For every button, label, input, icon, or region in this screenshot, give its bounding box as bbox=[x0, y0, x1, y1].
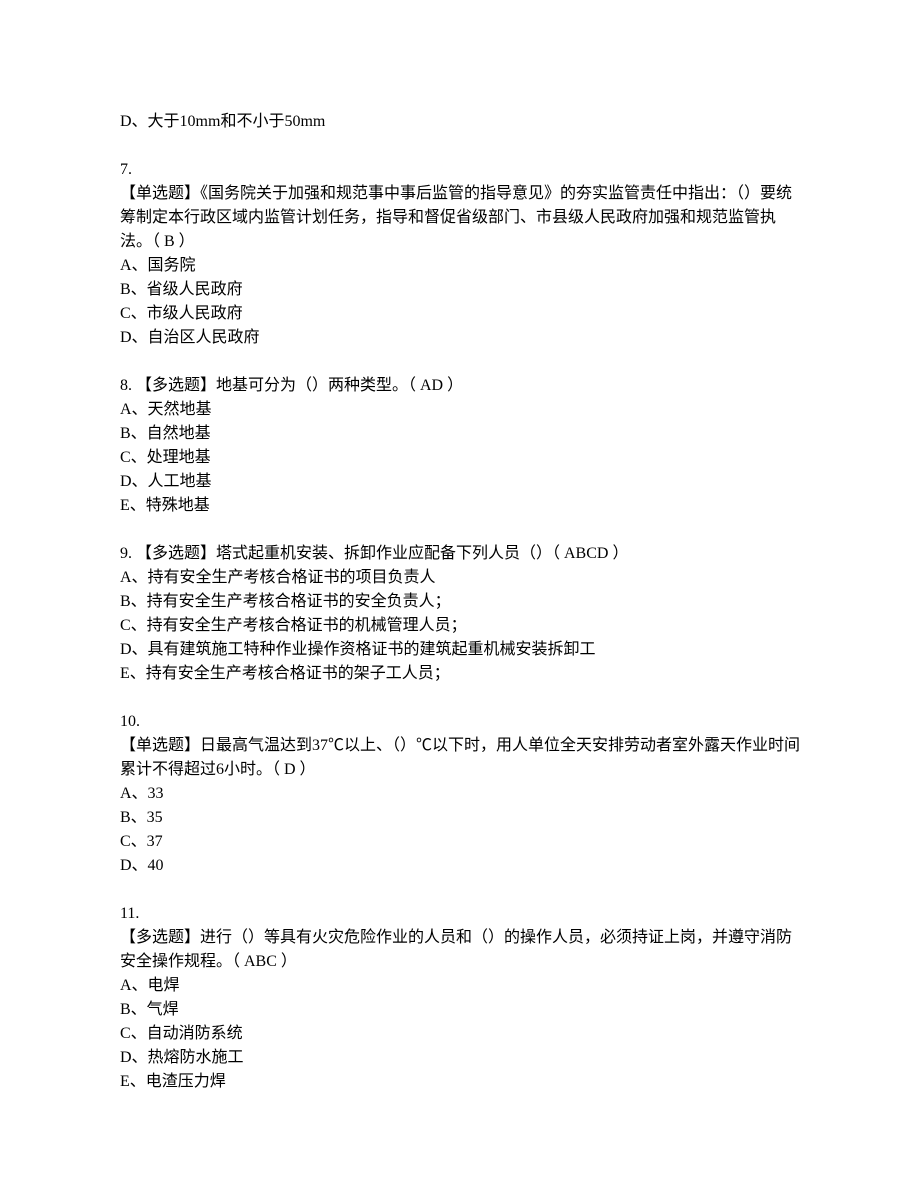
option-e: E、特殊地基 bbox=[120, 494, 800, 518]
option-c: C、37 bbox=[120, 830, 800, 854]
question-10: 10. 【单选题】日最高气温达到37℃以上、（）℃以下时，用人单位全天安排劳动者… bbox=[120, 710, 800, 878]
option-b: B、气焊 bbox=[120, 998, 800, 1022]
option-a: A、天然地基 bbox=[120, 398, 800, 422]
option-e: E、持有安全生产考核合格证书的架子工人员； bbox=[120, 662, 800, 686]
option-d: D、热熔防水施工 bbox=[120, 1046, 800, 1070]
question-8: 8. 【多选题】地基可分为（）两种类型。（ AD ） A、天然地基 B、自然地基… bbox=[120, 374, 800, 518]
question-text: 【单选题】《国务院关于加强和规范事中事后监管的指导意见》的夯实监管责任中指出：（… bbox=[120, 182, 800, 254]
question-7: 7. 【单选题】《国务院关于加强和规范事中事后监管的指导意见》的夯实监管责任中指… bbox=[120, 158, 800, 350]
option-d: D、40 bbox=[120, 854, 800, 878]
question-text: 【单选题】日最高气温达到37℃以上、（）℃以下时，用人单位全天安排劳动者室外露天… bbox=[120, 734, 800, 782]
option-b: B、35 bbox=[120, 806, 800, 830]
option-e: E、电渣压力焊 bbox=[120, 1070, 800, 1094]
question-number: 10. bbox=[120, 710, 800, 734]
option-b: B、自然地基 bbox=[120, 422, 800, 446]
question-text: 9. 【多选题】塔式起重机安装、拆卸作业应配备下列人员（）（ ABCD ） bbox=[120, 542, 800, 566]
option-d: D、人工地基 bbox=[120, 470, 800, 494]
question-number: 11. bbox=[120, 902, 800, 926]
option-c: C、持有安全生产考核合格证书的机械管理人员； bbox=[120, 614, 800, 638]
question-9: 9. 【多选题】塔式起重机安装、拆卸作业应配备下列人员（）（ ABCD ） A、… bbox=[120, 542, 800, 686]
option-a: A、33 bbox=[120, 782, 800, 806]
option-a: A、电焊 bbox=[120, 974, 800, 998]
option-d: D、大于10mm和不小于50mm bbox=[120, 110, 800, 134]
option-b: B、省级人民政府 bbox=[120, 278, 800, 302]
option-c: C、自动消防系统 bbox=[120, 1022, 800, 1046]
question-6-partial: D、大于10mm和不小于50mm bbox=[120, 110, 800, 134]
question-text: 8. 【多选题】地基可分为（）两种类型。（ AD ） bbox=[120, 374, 800, 398]
option-a: A、持有安全生产考核合格证书的项目负责人 bbox=[120, 566, 800, 590]
question-text: 【多选题】进行（）等具有火灾危险作业的人员和（）的操作人员，必须持证上岗，并遵守… bbox=[120, 926, 800, 974]
option-d: D、具有建筑施工特种作业操作资格证书的建筑起重机械安装拆卸工 bbox=[120, 638, 800, 662]
question-number: 7. bbox=[120, 158, 800, 182]
option-a: A、国务院 bbox=[120, 254, 800, 278]
question-11: 11. 【多选题】进行（）等具有火灾危险作业的人员和（）的操作人员，必须持证上岗… bbox=[120, 902, 800, 1094]
option-b: B、持有安全生产考核合格证书的安全负责人； bbox=[120, 590, 800, 614]
option-c: C、市级人民政府 bbox=[120, 302, 800, 326]
option-d: D、自治区人民政府 bbox=[120, 326, 800, 350]
option-c: C、处理地基 bbox=[120, 446, 800, 470]
